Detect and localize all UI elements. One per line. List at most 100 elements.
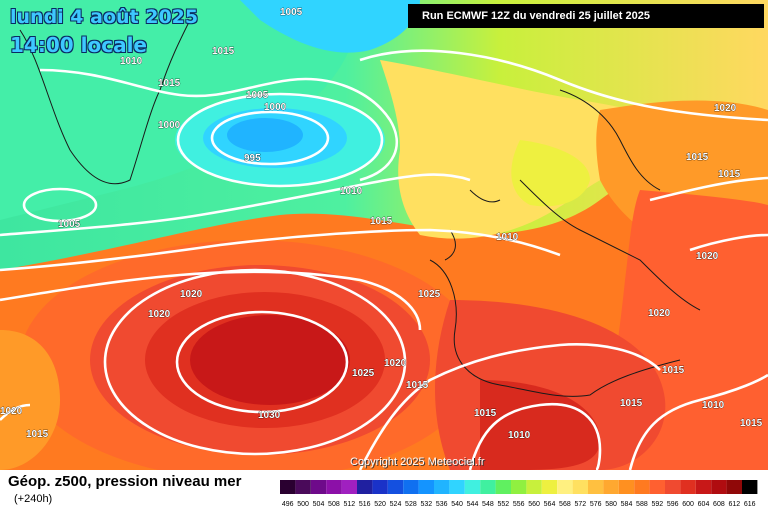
legend-swatch [665, 480, 681, 494]
footer-bar: Géop. z500, pression niveau mer (+240h) … [0, 470, 768, 512]
legend-tick-label: 504 [313, 501, 325, 508]
legend-swatch [511, 480, 527, 494]
legend-tick-label: 604 [698, 501, 710, 508]
isobar-label: 1015 [662, 365, 685, 376]
legend-tick-label: 572 [574, 501, 586, 508]
legend-tick-label: 540 [451, 501, 463, 508]
legend-tick-label: 516 [359, 501, 371, 508]
legend-tick-label: 588 [636, 501, 648, 508]
legend-tick-label: 496 [282, 501, 294, 508]
isobar-label: 1000 [158, 120, 181, 131]
legend-tick-label: 564 [544, 501, 556, 508]
legend-swatch [634, 480, 650, 494]
legend-swatch [295, 480, 311, 494]
legend-swatch [680, 480, 696, 494]
legend-tick-label: 576 [590, 501, 602, 508]
model-run-label: Run ECMWF 12Z du vendredi 25 juillet 202… [408, 4, 764, 28]
legend-swatch [557, 480, 573, 494]
legend-tick-label: 532 [420, 501, 432, 508]
legend-tick-label: 568 [559, 501, 571, 508]
legend-tick-label: 524 [390, 501, 402, 508]
legend-swatch [280, 480, 296, 494]
isobar-label: 1020 [148, 309, 171, 320]
legend-swatch [403, 480, 419, 494]
legend-tick-label: 556 [513, 501, 525, 508]
copyright-label: Copyright 2025 Meteociel.fr [350, 456, 485, 468]
legend-swatch [603, 480, 619, 494]
isobar-label: 1015 [212, 46, 235, 57]
legend-swatch [742, 480, 758, 494]
legend-swatch [372, 480, 388, 494]
color-scale-legend: 496 500 504 508 512 516 520 524 528 532 536 540 544 5… [280, 480, 758, 508]
isobar-label: 1020 [696, 251, 719, 262]
isobar-label: 1020 [714, 103, 737, 114]
legend-tick-label: 544 [467, 501, 479, 508]
legend-tick-label: 548 [482, 501, 494, 508]
isobar-label: 1015 [686, 152, 709, 163]
legend-swatch [618, 480, 635, 494]
isobar-label: 1030 [258, 410, 281, 421]
legend-swatch [649, 480, 665, 494]
isobar-label: 1005 [280, 7, 303, 18]
legend-tick-label: 616 [744, 501, 756, 508]
legend-swatch [588, 480, 604, 494]
isobar-label: 1020 [0, 406, 23, 417]
isobar-label: 1015 [158, 78, 181, 89]
isobar-label: 1015 [718, 169, 741, 180]
isobar-label: 1010 [340, 186, 363, 197]
legend-swatch [541, 480, 558, 494]
isobar-label: 1010 [496, 232, 519, 243]
legend-swatch [434, 480, 450, 494]
legend-swatch [418, 480, 434, 494]
legend-tick-label: 600 [682, 501, 694, 508]
legend-tick-label: 612 [728, 501, 740, 508]
isobar-label: 1015 [620, 398, 643, 409]
legend-swatch [449, 480, 465, 494]
isobar-label: 1015 [26, 429, 49, 440]
legend-tick-label: 528 [405, 501, 417, 508]
isobar-label: 1015 [740, 418, 763, 429]
legend-swatch [480, 480, 496, 494]
isobar-label: 1010 [702, 400, 725, 411]
field-title: Géop. z500, pression niveau mer [8, 473, 242, 490]
legend-swatch [726, 480, 742, 494]
legend-swatch [711, 480, 727, 494]
legend-swatch [695, 480, 712, 494]
legend-tick-label: 536 [436, 501, 448, 508]
forecast-date: lundi 4 août 2025 [10, 6, 199, 28]
isobar-label: 1025 [418, 289, 441, 300]
legend-swatch [387, 480, 404, 494]
forecast-time: 14:00 locale [10, 33, 147, 57]
legend-swatch [526, 480, 542, 494]
isobar-label: 995 [244, 153, 261, 164]
legend-tick-label: 596 [667, 501, 679, 508]
isobar-label: 1000 [264, 102, 287, 113]
legend-swatch [326, 480, 342, 494]
legend-swatch [310, 480, 327, 494]
isobar-label: 1010 [508, 430, 531, 441]
legend-tick-label: 552 [497, 501, 509, 508]
legend-tick-label: 584 [621, 501, 633, 508]
legend-tick-label: 580 [605, 501, 617, 508]
isobar-label: 1015 [474, 408, 497, 419]
isobar-label: 1020 [384, 358, 407, 369]
legend-tick-label: 500 [297, 501, 309, 508]
lead-time: (+240h) [14, 493, 53, 505]
isobar-label: 1025 [352, 368, 375, 379]
isobar-label: 1020 [648, 308, 671, 319]
legend-tick-label: 608 [713, 501, 725, 508]
legend-tick-label: 592 [651, 501, 663, 508]
legend-swatch [572, 480, 588, 494]
isobar-label: 1015 [406, 380, 429, 391]
legend-tick-label: 512 [343, 501, 355, 508]
legend-swatch [464, 480, 481, 494]
map-field: 1005 1010 1015 1005 1000 1000 995 1015 1… [0, 0, 768, 470]
legend-tick-label: 560 [528, 501, 540, 508]
legend-swatch [357, 480, 373, 494]
isobar-label: 1015 [370, 216, 393, 227]
legend-swatch [495, 480, 511, 494]
legend-tick-label: 508 [328, 501, 340, 508]
legend-tick-label: 520 [374, 501, 386, 508]
isobar-label: 1010 [120, 56, 143, 67]
